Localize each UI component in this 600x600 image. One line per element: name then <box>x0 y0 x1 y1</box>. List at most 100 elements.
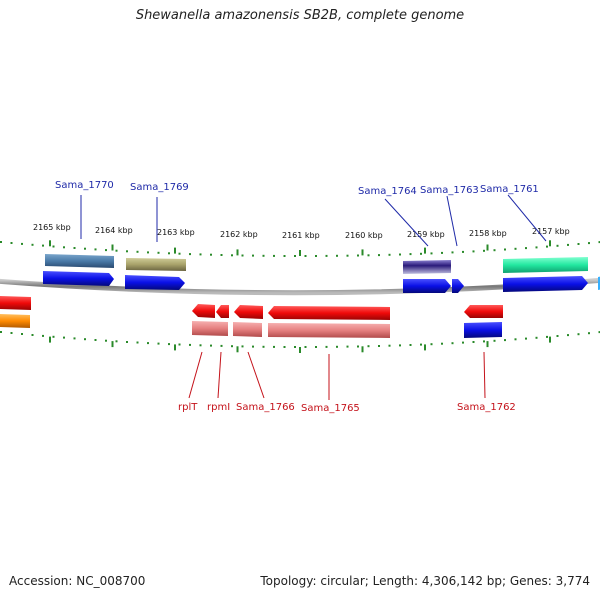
tick-dot <box>273 254 275 257</box>
tick-dot <box>231 254 233 257</box>
tick-dot <box>588 332 590 335</box>
tick-dot <box>535 336 538 339</box>
tick-dot <box>52 245 55 248</box>
tick-dot <box>325 254 328 257</box>
tick-dot <box>0 241 2 243</box>
tick-dot <box>262 345 265 348</box>
tick-dot <box>546 335 548 338</box>
tick-dot <box>472 341 475 343</box>
tick-dot <box>157 251 160 254</box>
tick-dot <box>84 338 86 341</box>
tick-dot <box>420 252 422 255</box>
kbp-label: 2161 kbp <box>282 231 320 240</box>
gene-label-top: Sama_1761 <box>480 184 539 195</box>
gene-label-bottom: Sama_1762 <box>457 402 516 413</box>
tick-dot <box>42 334 44 337</box>
tick-dot <box>147 251 149 254</box>
gene-callouts-bottom: rplT rpmI Sama_1766 Sama_1765 Sama_1762 <box>178 351 516 414</box>
gene-feature-box <box>503 257 588 273</box>
kbp-label: 2165 kbp <box>33 223 71 232</box>
tick-dot <box>598 241 600 244</box>
cds-arrow-reverse <box>216 305 229 318</box>
tick-dot <box>409 253 412 256</box>
cds-row-bottom <box>0 296 503 320</box>
kbp-labels: 2165 kbp 2164 kbp 2163 kbp 2162 kbp 2161… <box>33 223 570 240</box>
kbp-label: 2163 kbp <box>157 228 195 237</box>
tick-dot <box>567 334 569 337</box>
tick-dot <box>598 331 600 334</box>
tick-dot <box>31 243 34 246</box>
cds-arrow-forward <box>403 279 451 293</box>
tick-dot <box>136 250 139 253</box>
tick-dot <box>31 334 34 336</box>
tick-dot <box>63 336 65 339</box>
tick-dot <box>241 254 244 257</box>
tick-dot <box>126 250 128 253</box>
tick-dot <box>252 254 254 257</box>
gene-label-top: Sama_1764 <box>358 186 417 197</box>
tick-dot <box>493 249 496 252</box>
tick-dot <box>126 341 128 343</box>
tick-dot <box>367 254 370 257</box>
tick-dot <box>105 339 107 342</box>
tick-dot <box>199 344 202 347</box>
tick-dot <box>220 344 223 347</box>
cds-arrow-forward <box>452 279 464 293</box>
tick-dot <box>336 254 338 257</box>
tick-dot <box>315 346 317 348</box>
tick-dot <box>378 254 380 257</box>
tick-dot <box>168 252 170 255</box>
tick-dot <box>94 339 97 341</box>
tick-dot <box>189 253 191 256</box>
kbp-label: 2157 kbp <box>532 227 570 236</box>
tick-dot <box>346 254 349 257</box>
tick-dot <box>483 249 485 252</box>
tick-dot <box>220 254 223 256</box>
tick-dot <box>577 333 580 336</box>
kbp-label: 2158 kbp <box>469 229 507 238</box>
tick-dot <box>105 249 107 252</box>
feature-row-inner-bottom <box>0 314 502 338</box>
tick-dot <box>567 243 569 246</box>
tick-dot <box>10 332 13 334</box>
gene-label-top: Sama_1769 <box>130 182 189 193</box>
gene-label-bottom: Sama_1765 <box>301 403 360 414</box>
feature-row-outer-top <box>45 254 588 274</box>
gene-feature-box <box>126 258 186 271</box>
tick-dot <box>504 248 506 251</box>
tick-dot <box>294 255 296 257</box>
tick-dot <box>241 345 244 348</box>
tick-dot <box>304 255 307 257</box>
tick-dot <box>73 247 76 249</box>
tick-dot <box>514 247 517 250</box>
tick-dot <box>451 342 454 345</box>
tick-dot <box>157 342 160 345</box>
tick-dot <box>462 341 464 344</box>
tick-dot <box>409 344 412 346</box>
kbp-label: 2160 kbp <box>345 231 383 240</box>
tick-dot <box>262 254 265 257</box>
tick-dot <box>315 255 317 257</box>
tick-dot <box>588 242 590 245</box>
tick-dot <box>483 340 485 343</box>
tick-dot <box>546 245 548 248</box>
cds-arrow-reverse <box>192 304 215 318</box>
gene-label-bottom: rpmI <box>207 402 230 413</box>
tick-dot <box>556 335 559 337</box>
tick-dot <box>63 246 65 249</box>
outer-tick-ring <box>0 240 600 257</box>
tick-dot <box>21 242 23 245</box>
tick-dot <box>10 242 13 244</box>
tick-dot <box>210 344 212 347</box>
tick-dot <box>472 250 475 253</box>
tick-dot <box>273 345 275 348</box>
tick-dot <box>346 345 349 348</box>
tick-dot <box>283 255 286 257</box>
tick-dot <box>252 345 254 348</box>
tick-dot <box>556 244 559 247</box>
gene-label-top: Sama_1763 <box>420 185 479 196</box>
cds-arrow-forward <box>125 275 185 290</box>
tick-dot <box>52 335 55 338</box>
gene-feature-box <box>45 254 114 268</box>
